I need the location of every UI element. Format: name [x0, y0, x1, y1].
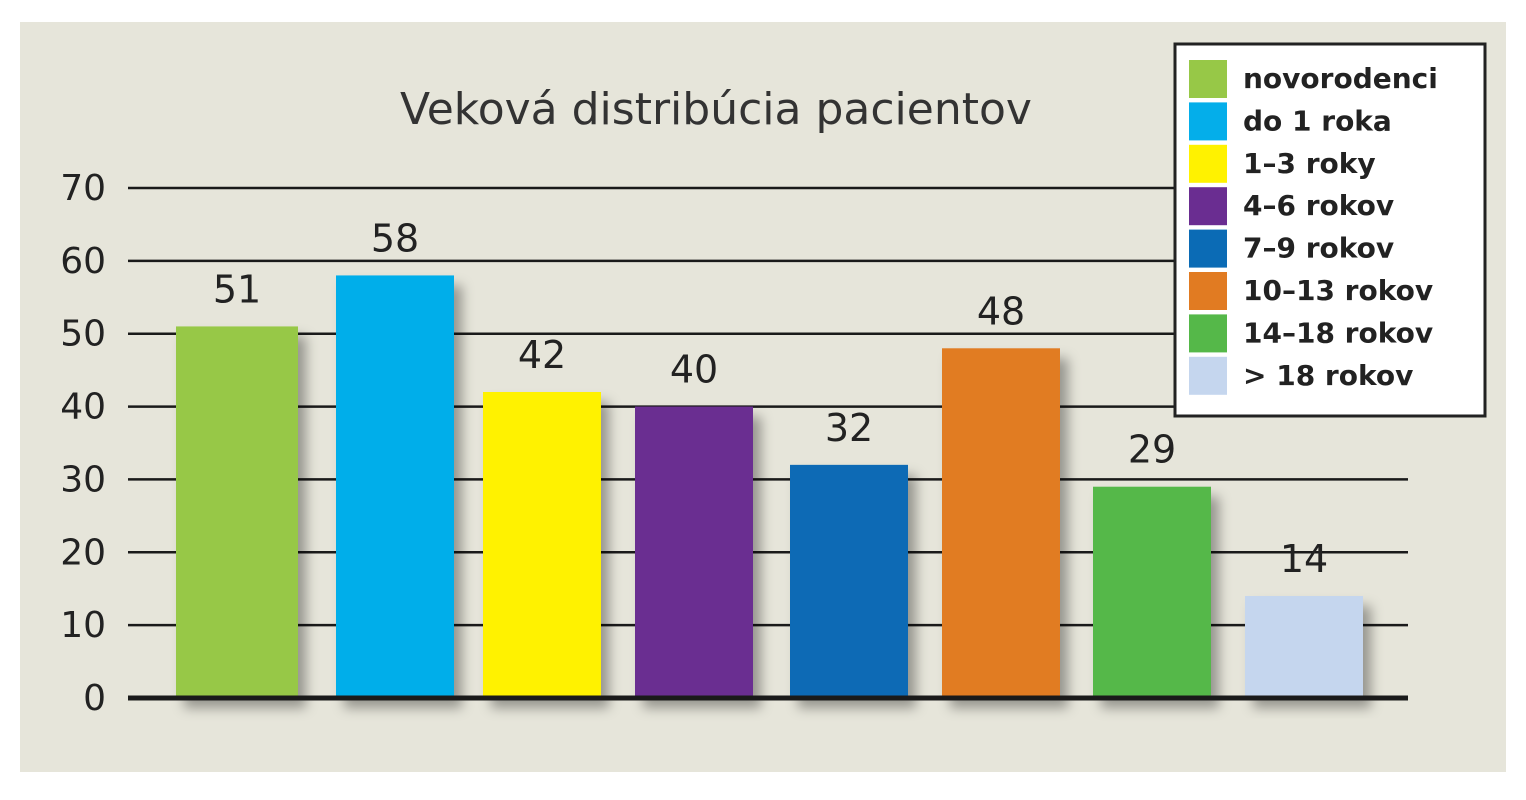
- legend-label-8: > 18 rokov: [1243, 359, 1413, 392]
- y-tick-label-70: 70: [60, 168, 106, 209]
- legend-swatch-6: [1189, 272, 1227, 310]
- legend-label-6: 10–13 rokov: [1243, 274, 1433, 307]
- value-label-7: 29: [1128, 428, 1176, 472]
- y-tick-label-10: 10: [60, 605, 106, 646]
- value-label-8: 14: [1280, 537, 1328, 581]
- y-tick-label-20: 20: [60, 532, 106, 573]
- bar-3: [483, 392, 601, 698]
- chart-title: Veková distribúcia pacientov: [400, 84, 1032, 135]
- value-label-4: 40: [670, 348, 718, 392]
- legend-swatch-3: [1189, 144, 1227, 183]
- legend-swatch-7: [1189, 314, 1227, 353]
- value-label-3: 42: [518, 333, 566, 377]
- legend-swatch-1: [1189, 60, 1227, 98]
- legend-label-7: 14–18 rokov: [1243, 316, 1433, 349]
- value-label-6: 48: [977, 289, 1025, 333]
- bar-8: [1245, 596, 1363, 698]
- value-labels: 51 58 42 40 32 48 29 14: [213, 216, 1328, 581]
- value-label-1: 51: [213, 267, 261, 311]
- legend-swatch-5: [1189, 229, 1227, 268]
- bars: [176, 275, 1363, 698]
- y-axis-ticks: 0 10 20 30 40 50 60 70: [60, 168, 106, 719]
- bar-4: [635, 406, 753, 698]
- legend-label-1: novorodenci: [1243, 62, 1438, 95]
- legend-swatch-2: [1189, 102, 1227, 141]
- y-tick-label-30: 30: [60, 459, 106, 500]
- legend-label-2: do 1 roka: [1243, 104, 1392, 137]
- bar-2: [336, 275, 454, 698]
- y-tick-label-50: 50: [60, 314, 106, 355]
- legend: novorodenci do 1 roka 1–3 roky 4–6 rokov 7–9…: [1173, 42, 1487, 418]
- y-tick-label-0: 0: [83, 678, 106, 719]
- y-tick-label-60: 60: [60, 241, 106, 282]
- bar-7: [1093, 486, 1211, 698]
- legend-label-4: 4–6 rokov: [1243, 189, 1394, 222]
- bar-1: [176, 326, 298, 698]
- value-label-2: 58: [371, 216, 419, 260]
- y-tick-label-40: 40: [60, 387, 106, 428]
- legend-swatch-4: [1189, 187, 1227, 226]
- bar-5: [790, 464, 908, 698]
- bar-6: [942, 348, 1060, 698]
- legend-swatch-8: [1189, 356, 1227, 395]
- legend-label-3: 1–3 roky: [1243, 147, 1376, 180]
- legend-label-5: 7–9 rokov: [1243, 232, 1394, 265]
- value-label-5: 32: [825, 406, 873, 450]
